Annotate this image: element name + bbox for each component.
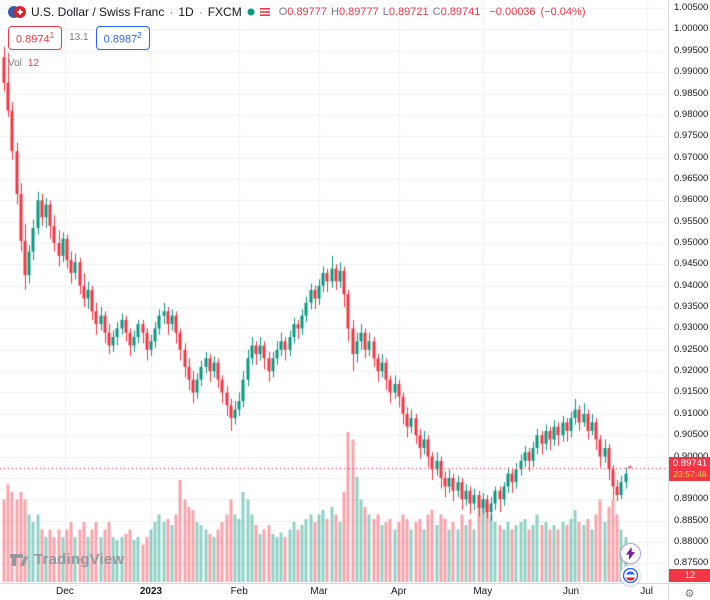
high-label: H	[331, 6, 339, 18]
floating-buttons	[620, 543, 641, 586]
price-axis-label: 0.92500	[674, 343, 709, 355]
price-axis-label: 0.95500	[674, 215, 709, 227]
price-axis-label: 0.89000	[674, 493, 709, 505]
time-axis-label[interactable]: Feb	[230, 586, 248, 597]
price-axis-label: 0.97500	[674, 130, 709, 142]
price-axis-label: 0.93000	[674, 322, 709, 334]
low-label: L	[382, 6, 389, 18]
price-axis-label: 0.92000	[674, 365, 709, 377]
broker-logo-icon	[623, 568, 638, 583]
volume-legend[interactable]: Vol 12	[8, 58, 586, 69]
tradingview-logo-icon	[8, 549, 29, 570]
price-axis-label: 0.96500	[674, 172, 709, 184]
instrument-logo-icon	[8, 5, 26, 19]
high-value: 0.89777	[338, 6, 379, 18]
price-axis-label: 0.91000	[674, 407, 709, 419]
low-value: 0.89721	[388, 6, 429, 18]
title-separator: ·	[169, 5, 174, 19]
quick-action-button[interactable]	[620, 543, 641, 564]
close-label: C	[432, 6, 441, 18]
broker-button[interactable]	[620, 565, 641, 586]
price-axis-label: 0.96000	[674, 194, 709, 206]
price-axis-label: 0.98500	[674, 87, 709, 99]
time-axis-label[interactable]: Mar	[310, 586, 328, 597]
series-menu-icon[interactable]	[259, 8, 270, 16]
price-axis-label: 0.94500	[674, 258, 709, 270]
open-value: 0.89777	[287, 6, 328, 18]
price-axis-label: 0.97000	[674, 151, 709, 163]
time-axis-label[interactable]: Jul	[640, 586, 653, 597]
axis-corner: ⚙	[668, 584, 710, 600]
time-axis-label[interactable]: Dec	[55, 586, 74, 597]
price-axis-label: 1.00500	[674, 2, 709, 14]
watermark-text: TradingView	[34, 551, 125, 568]
time-axis-label[interactable]: 2023	[139, 586, 163, 597]
candlestick-chart-canvas[interactable]	[0, 0, 668, 583]
buy-price-sup: 2	[137, 31, 142, 40]
volume-value: 12	[27, 57, 40, 69]
series-status-dot-icon[interactable]	[247, 8, 255, 16]
price-axis-label: 0.88500	[674, 514, 709, 526]
exchange-label[interactable]: FXCM	[207, 5, 242, 19]
title-separator2: ·	[198, 5, 203, 19]
change-value: −0.00036	[489, 6, 536, 18]
time-axis-label[interactable]: May	[473, 586, 493, 597]
buy-button[interactable]: 0.89872	[95, 26, 150, 50]
spread-value: 13.1	[69, 32, 89, 44]
change-percent: (−0.04%)	[540, 6, 586, 18]
volume-value-tag: 12	[669, 569, 710, 582]
symbol-title[interactable]: U.S. Dollar / Swiss Franc	[31, 5, 165, 19]
sell-button[interactable]: 0.89741	[8, 26, 63, 50]
chart-legend: U.S. Dollar / Swiss Franc · 1D · FXCM O0…	[8, 5, 586, 69]
open-label: O	[278, 6, 288, 18]
price-axis-label: 0.87500	[674, 557, 709, 569]
price-axis-label: 0.93500	[674, 301, 709, 313]
price-axis-label: 1.00000	[674, 23, 709, 35]
price-axis-label: 0.99000	[674, 66, 709, 78]
ohlc-readout: O0.89777 H0.89777 L0.89721 C0.89741	[279, 6, 485, 18]
price-axis[interactable]: 0.89741 23:57:48 12 1.00500 1.00000 0.9950…	[668, 0, 710, 583]
tradingview-watermark[interactable]: TradingView	[8, 549, 124, 570]
volume-label: Vol	[8, 57, 22, 69]
interval-label[interactable]: 1D	[178, 5, 194, 19]
close-value: 0.89741	[440, 6, 481, 18]
price-axis-label: 0.99500	[674, 44, 709, 56]
price-axis-label: 0.95000	[674, 237, 709, 248]
price-axis-label: 0.94000	[674, 279, 709, 291]
sell-price-sup: 1	[49, 31, 55, 40]
bar-countdown: 23:57:48	[673, 468, 707, 479]
price-axis-label: 0.98000	[674, 108, 709, 120]
lightning-icon	[625, 547, 636, 560]
price-axis-label: 0.91500	[674, 386, 709, 398]
time-axis-label[interactable]: Jun	[562, 586, 580, 597]
time-axis[interactable]: ⚙ Dec 2023 Feb Mar Apr May Jun Jul	[0, 583, 710, 600]
time-axis-label[interactable]: Apr	[391, 586, 407, 597]
last-price-tag: 0.89741 23:57:48	[669, 456, 710, 481]
last-price-value: 0.89741	[672, 457, 708, 469]
price-axis-label: 0.90500	[674, 429, 709, 441]
axis-settings-gear-icon[interactable]: ⚙	[684, 588, 695, 600]
price-axis-label: 0.88000	[674, 535, 709, 547]
